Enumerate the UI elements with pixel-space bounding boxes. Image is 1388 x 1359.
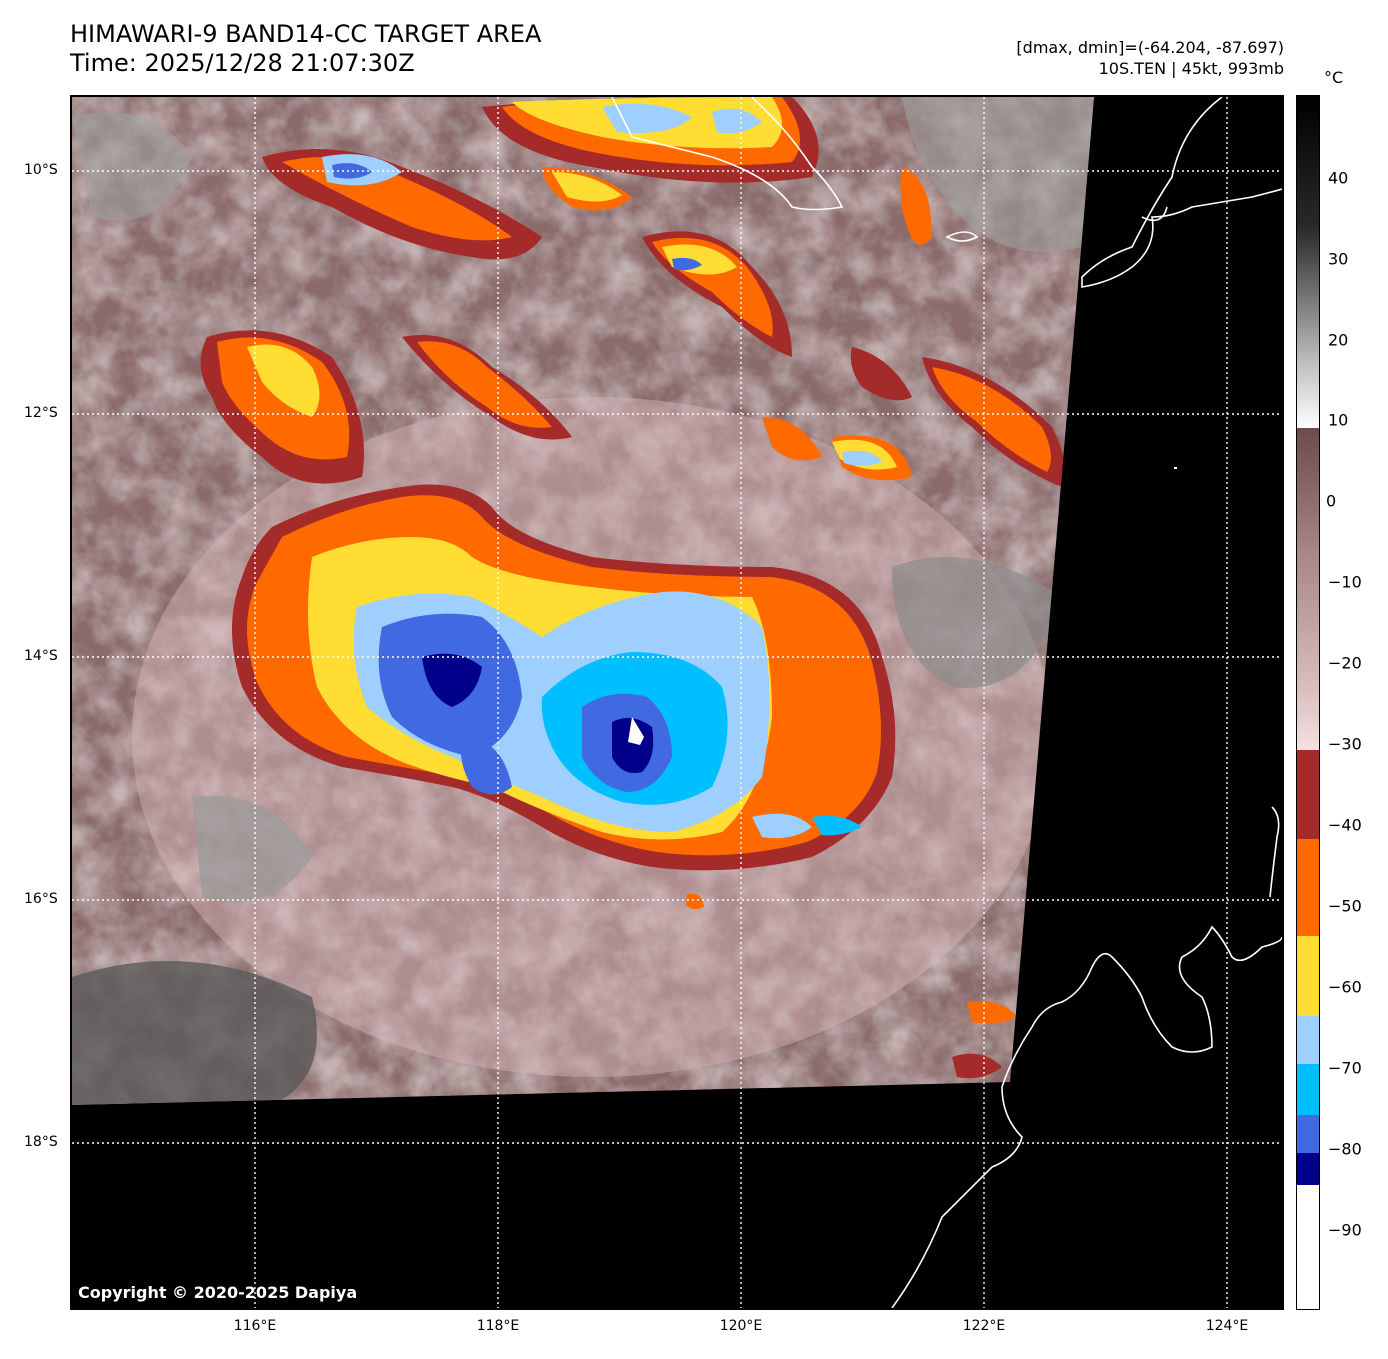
storm-cloud-shield bbox=[232, 484, 896, 871]
colorbar-tick: −30 bbox=[1328, 734, 1362, 754]
lat-lon-grid bbox=[72, 97, 1282, 1308]
colorbar-tick: −70 bbox=[1328, 1058, 1362, 1078]
lat-label-16s: 16°S bbox=[24, 891, 58, 907]
meta-info: [dmax, dmin]=(-64.204, -87.697) 10S.TEN … bbox=[1016, 37, 1284, 79]
colorbar-yellow-segment bbox=[1297, 936, 1319, 1016]
colorbar-tick: −20 bbox=[1328, 653, 1362, 673]
colorbar-tick: −90 bbox=[1328, 1220, 1362, 1240]
storm-info-text: 10S.TEN | 45kt, 993mb bbox=[1098, 59, 1284, 78]
colorbar-lightblue-segment bbox=[1297, 1016, 1319, 1064]
colorbar-white-segment bbox=[1297, 1185, 1319, 1309]
scan-area bbox=[72, 97, 1094, 1105]
lat-label-10s: 10°S bbox=[24, 162, 58, 178]
satellite-map: Copyright © 2020-2025 Dapiya bbox=[70, 95, 1284, 1310]
chart-title: HIMAWARI-9 BAND14-CC TARGET AREA Time: 2… bbox=[70, 20, 541, 78]
colorbar-red-segment bbox=[1297, 750, 1319, 839]
colorbar-tick: 40 bbox=[1328, 168, 1349, 188]
colorbar-gray-segment bbox=[1297, 96, 1319, 428]
colorbar-tick: 10 bbox=[1328, 410, 1349, 430]
colorbar bbox=[1296, 95, 1320, 1310]
colorbar-unit: °C bbox=[1324, 68, 1344, 87]
colorbar-tick: −10 bbox=[1328, 572, 1362, 592]
colorbar-cyan-segment bbox=[1297, 1064, 1319, 1115]
dmax-dmin-text: [dmax, dmin]=(-64.204, -87.697) bbox=[1016, 38, 1284, 57]
colorbar-orange-segment bbox=[1297, 839, 1319, 936]
lon-label-124e: 124°E bbox=[1205, 1318, 1249, 1334]
colorbar-tick: −50 bbox=[1328, 896, 1362, 916]
lat-label-12s: 12°S bbox=[24, 405, 58, 421]
colorbar-blue-segment bbox=[1297, 1115, 1319, 1153]
lon-label-116e: 116°E bbox=[233, 1318, 277, 1334]
lon-label-118e: 118°E bbox=[476, 1318, 520, 1334]
lon-label-122e: 122°E bbox=[962, 1318, 1006, 1334]
lon-label-120e: 120°E bbox=[719, 1318, 763, 1334]
copyright-text: Copyright © 2020-2025 Dapiya bbox=[78, 1283, 358, 1302]
colorbar-brown-segment bbox=[1297, 428, 1319, 750]
title-line-1: HIMAWARI-9 BAND14-CC TARGET AREA bbox=[70, 20, 542, 48]
colorbar-tick: 20 bbox=[1328, 330, 1349, 350]
lat-label-18s: 18°S bbox=[24, 1134, 58, 1150]
colorbar-tick: 30 bbox=[1328, 249, 1349, 269]
lat-label-14s: 14°S bbox=[24, 648, 58, 664]
colorbar-tick: −80 bbox=[1328, 1139, 1362, 1159]
coastlines bbox=[611, 97, 1282, 1308]
colorbar-navy-segment bbox=[1297, 1153, 1319, 1185]
colorbar-tick: −40 bbox=[1328, 815, 1362, 835]
satellite-image bbox=[72, 97, 1282, 1308]
colorbar-tick: 0 bbox=[1326, 491, 1337, 511]
title-line-2: Time: 2025/12/28 21:07:30Z bbox=[70, 49, 415, 77]
colorbar-tick: −60 bbox=[1328, 977, 1362, 997]
